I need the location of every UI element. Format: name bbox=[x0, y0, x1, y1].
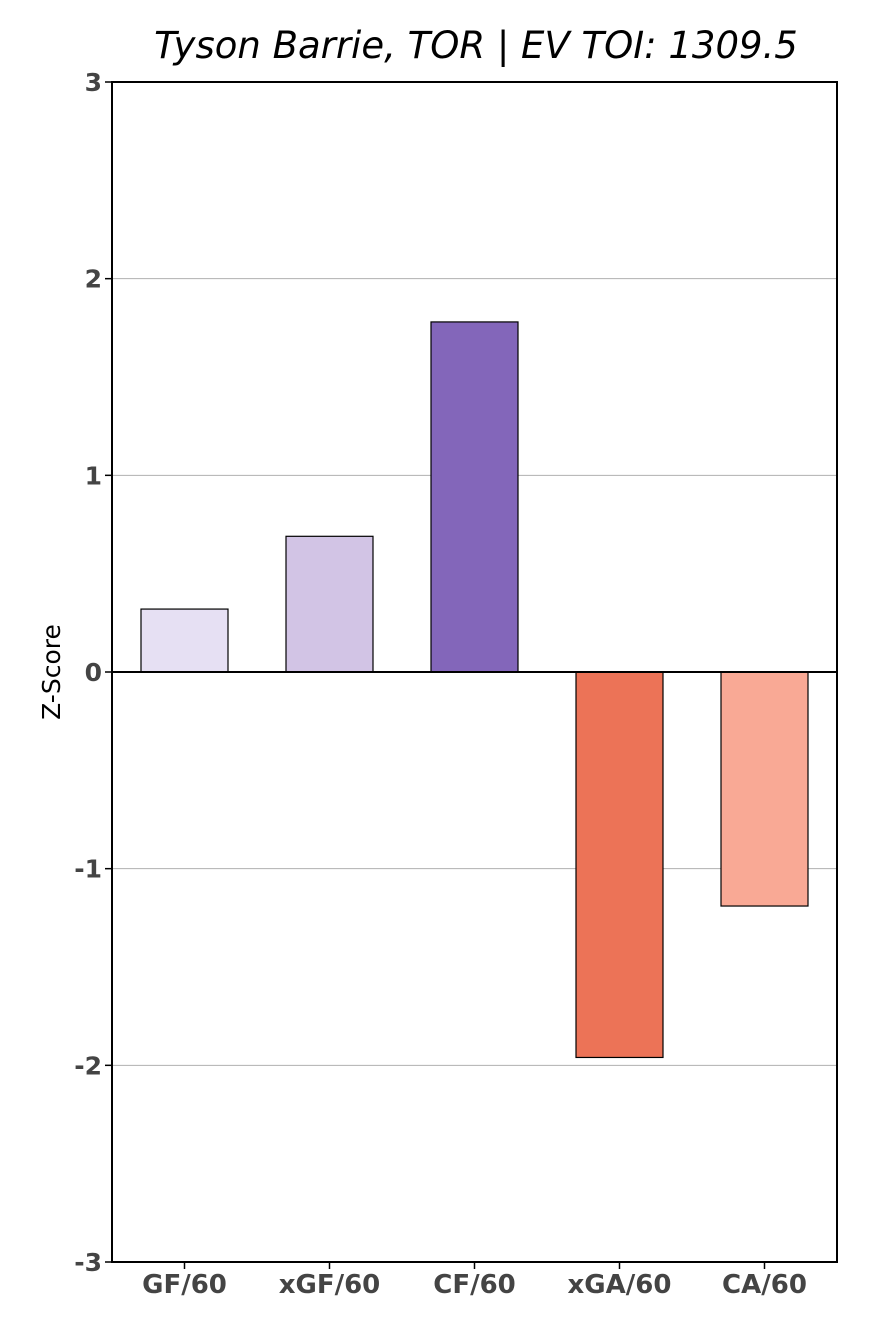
x-tick-label: xGA/60 bbox=[568, 1270, 672, 1300]
y-tick-label: 0 bbox=[85, 658, 102, 687]
y-tick-label: 2 bbox=[85, 265, 102, 294]
y-tick-label: 3 bbox=[85, 68, 102, 97]
y-axis-label: Z-Score bbox=[37, 624, 66, 720]
bar-cf-60 bbox=[430, 321, 519, 673]
bar-xgf-60 bbox=[285, 535, 374, 673]
y-tick-label: -1 bbox=[74, 855, 102, 884]
y-tick-label: 1 bbox=[85, 461, 102, 490]
x-tick-label: CA/60 bbox=[722, 1270, 807, 1300]
y-axis-ticks: 3 2 1 0 -1 -2 -3 bbox=[74, 68, 112, 1277]
x-tick-label: GF/60 bbox=[142, 1270, 227, 1300]
x-tick-label: xGF/60 bbox=[279, 1270, 381, 1300]
bar-ca-60 bbox=[720, 671, 809, 907]
y-tick-label: -2 bbox=[74, 1051, 102, 1080]
y-tick-label: -3 bbox=[74, 1248, 102, 1277]
gridlines bbox=[112, 278, 837, 1066]
bar-gf-60 bbox=[140, 608, 229, 673]
bars bbox=[140, 321, 809, 1059]
bar-xga-60 bbox=[575, 671, 664, 1059]
x-axis-ticks: GF/60 xGF/60 CF/60 xGA/60 CA/60 bbox=[142, 1262, 807, 1300]
chart-title: Tyson Barrie, TOR | EV TOI: 1309.5 bbox=[154, 24, 798, 67]
x-tick-label: CF/60 bbox=[433, 1270, 516, 1300]
